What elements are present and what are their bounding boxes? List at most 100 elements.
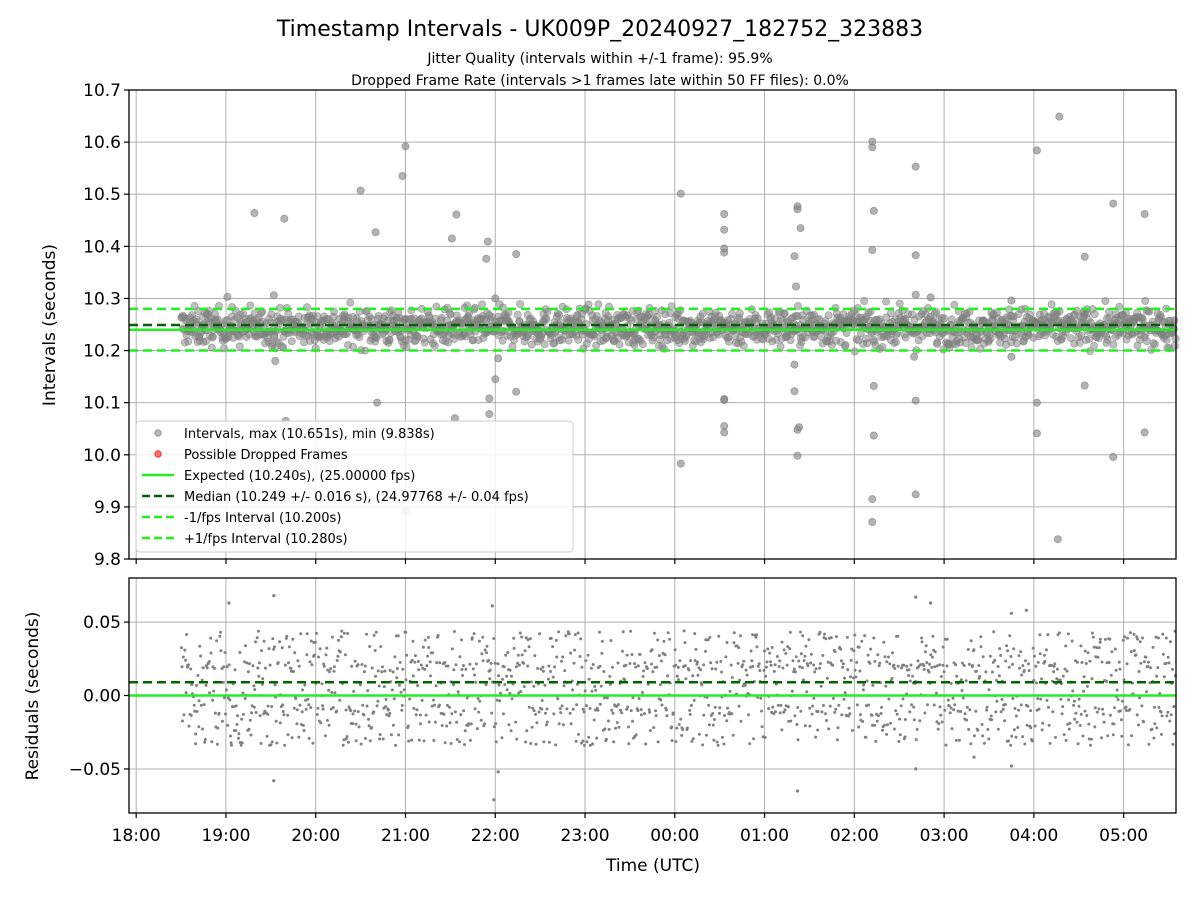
residual-point bbox=[1053, 662, 1057, 666]
interval-point bbox=[793, 302, 802, 311]
residual-point bbox=[969, 639, 973, 643]
residual-point bbox=[773, 663, 777, 667]
residual-point bbox=[972, 648, 976, 652]
residual-point bbox=[972, 734, 976, 738]
residual-point bbox=[928, 662, 932, 666]
residual-point bbox=[1037, 707, 1041, 711]
residual-point bbox=[518, 631, 522, 635]
residual-point bbox=[946, 698, 950, 702]
interval-point bbox=[584, 300, 593, 309]
residual-point bbox=[307, 703, 311, 707]
interval-outlier bbox=[790, 387, 799, 396]
residual-point bbox=[294, 697, 298, 700]
residual-point bbox=[923, 650, 927, 654]
residual-point bbox=[608, 682, 612, 686]
interval-point bbox=[1170, 316, 1179, 325]
residual-point bbox=[423, 667, 427, 671]
residual-point bbox=[938, 705, 942, 709]
residual-point bbox=[732, 631, 736, 635]
residual-point bbox=[1066, 722, 1070, 726]
residual-point bbox=[306, 697, 310, 701]
residual-point bbox=[468, 662, 472, 666]
residual-point bbox=[867, 703, 871, 707]
residual-point bbox=[630, 653, 634, 656]
residual-point bbox=[540, 707, 544, 711]
residual-point bbox=[614, 726, 617, 730]
residual-point bbox=[892, 727, 896, 731]
residual-point bbox=[296, 659, 300, 663]
residual-point bbox=[799, 652, 803, 656]
residual-point bbox=[547, 740, 551, 744]
residual-point bbox=[961, 661, 964, 665]
residual-point bbox=[865, 679, 869, 683]
residual-point bbox=[533, 654, 537, 658]
residual-point bbox=[247, 727, 251, 731]
residual-point bbox=[791, 659, 795, 663]
residual-point bbox=[428, 660, 432, 664]
residual-point bbox=[965, 705, 969, 709]
y-tick-label: 10.2 bbox=[83, 342, 121, 362]
y-tick-label: 10.7 bbox=[83, 81, 121, 101]
x-tick-label: 05:00 bbox=[1099, 826, 1148, 846]
interval-point bbox=[1090, 341, 1099, 350]
residual-point bbox=[221, 680, 225, 684]
residual-point bbox=[853, 668, 857, 672]
residual-point bbox=[483, 648, 487, 652]
interval-point bbox=[895, 299, 904, 308]
residual-point bbox=[788, 630, 792, 634]
residual-point bbox=[1126, 636, 1130, 640]
residual-point bbox=[949, 681, 953, 685]
residual-point bbox=[233, 668, 237, 672]
y-tick-label: 0.05 bbox=[83, 613, 121, 633]
residual-point bbox=[344, 708, 348, 712]
residual-point bbox=[1132, 632, 1136, 636]
interval-outlier bbox=[1032, 429, 1041, 438]
residual-point bbox=[993, 658, 997, 662]
residual-point bbox=[602, 670, 606, 673]
residual-point bbox=[739, 719, 743, 723]
y-tick-label: 9.8 bbox=[94, 550, 121, 570]
residual-point bbox=[849, 658, 853, 662]
residual-point bbox=[1051, 710, 1055, 714]
residual-point bbox=[335, 659, 339, 662]
interval-outlier bbox=[868, 495, 877, 504]
residual-point bbox=[605, 696, 609, 700]
residual-point bbox=[1091, 635, 1095, 639]
residual-point bbox=[275, 741, 279, 745]
residual-point bbox=[1093, 706, 1097, 710]
residual-point bbox=[515, 737, 519, 741]
residual-point bbox=[219, 649, 223, 653]
residual-point bbox=[1036, 660, 1040, 664]
residual-point bbox=[612, 740, 616, 744]
residual-point bbox=[250, 704, 254, 708]
residual-point bbox=[416, 660, 420, 663]
residual-point bbox=[203, 738, 207, 741]
residual-point bbox=[504, 653, 508, 657]
residual-point bbox=[475, 727, 479, 731]
interval-outlier bbox=[911, 162, 920, 171]
residual-point bbox=[1103, 637, 1107, 641]
residual-point bbox=[1060, 712, 1064, 716]
x-tick-label: 21:00 bbox=[381, 826, 430, 846]
residual-point bbox=[215, 639, 219, 643]
residual-point bbox=[705, 733, 708, 737]
residual-point bbox=[615, 721, 619, 724]
residual-point bbox=[365, 632, 368, 636]
residual-point bbox=[640, 691, 644, 694]
residual-point bbox=[793, 670, 797, 674]
residual-point bbox=[876, 714, 880, 718]
residual-point bbox=[560, 659, 563, 663]
residual-point bbox=[841, 665, 845, 669]
residual-point bbox=[524, 740, 528, 744]
residual-point bbox=[743, 683, 747, 687]
residual-point bbox=[833, 710, 837, 714]
residual-point bbox=[187, 663, 190, 667]
residual-point bbox=[366, 689, 370, 693]
residual-point bbox=[304, 707, 308, 711]
residual-point bbox=[1075, 660, 1079, 664]
residual-point bbox=[1121, 638, 1125, 642]
residual-point bbox=[902, 663, 906, 667]
residual-point bbox=[455, 720, 459, 724]
residual-point bbox=[1119, 709, 1122, 713]
residual-point bbox=[715, 740, 719, 744]
